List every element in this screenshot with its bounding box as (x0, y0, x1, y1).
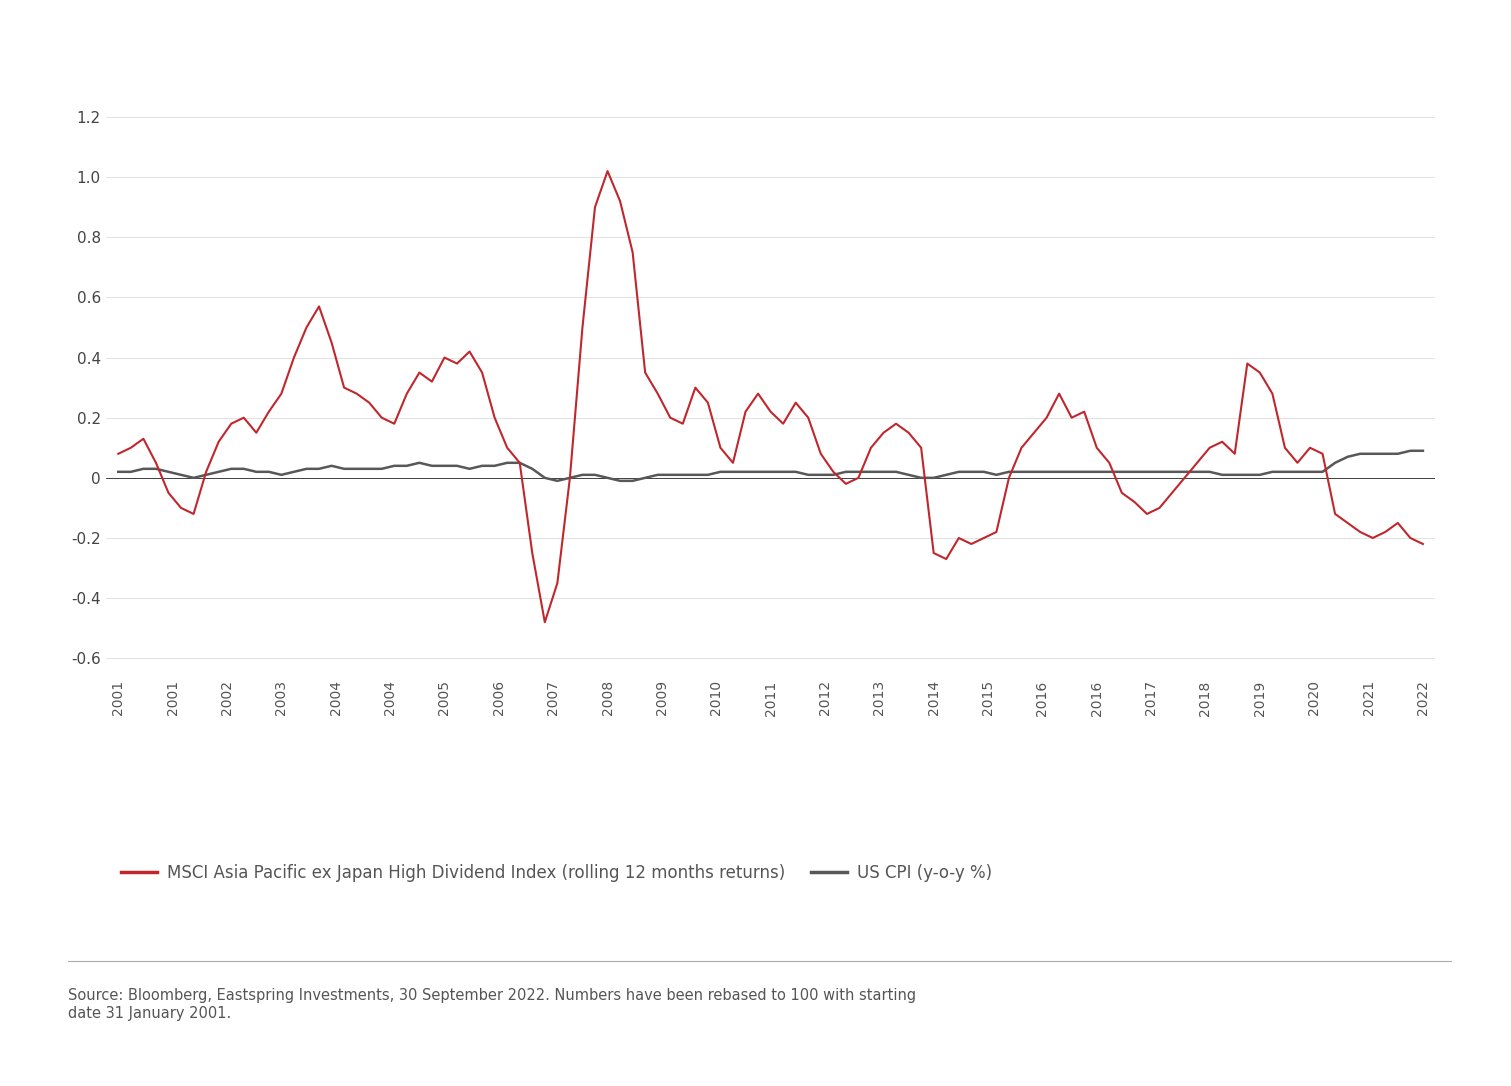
Legend: MSCI Asia Pacific ex Japan High Dividend Index (rolling 12 months returns), US C: MSCI Asia Pacific ex Japan High Dividend… (115, 858, 999, 889)
Text: Source: Bloomberg, Eastspring Investments, 30 September 2022. Numbers have been : Source: Bloomberg, Eastspring Investment… (68, 988, 916, 1021)
